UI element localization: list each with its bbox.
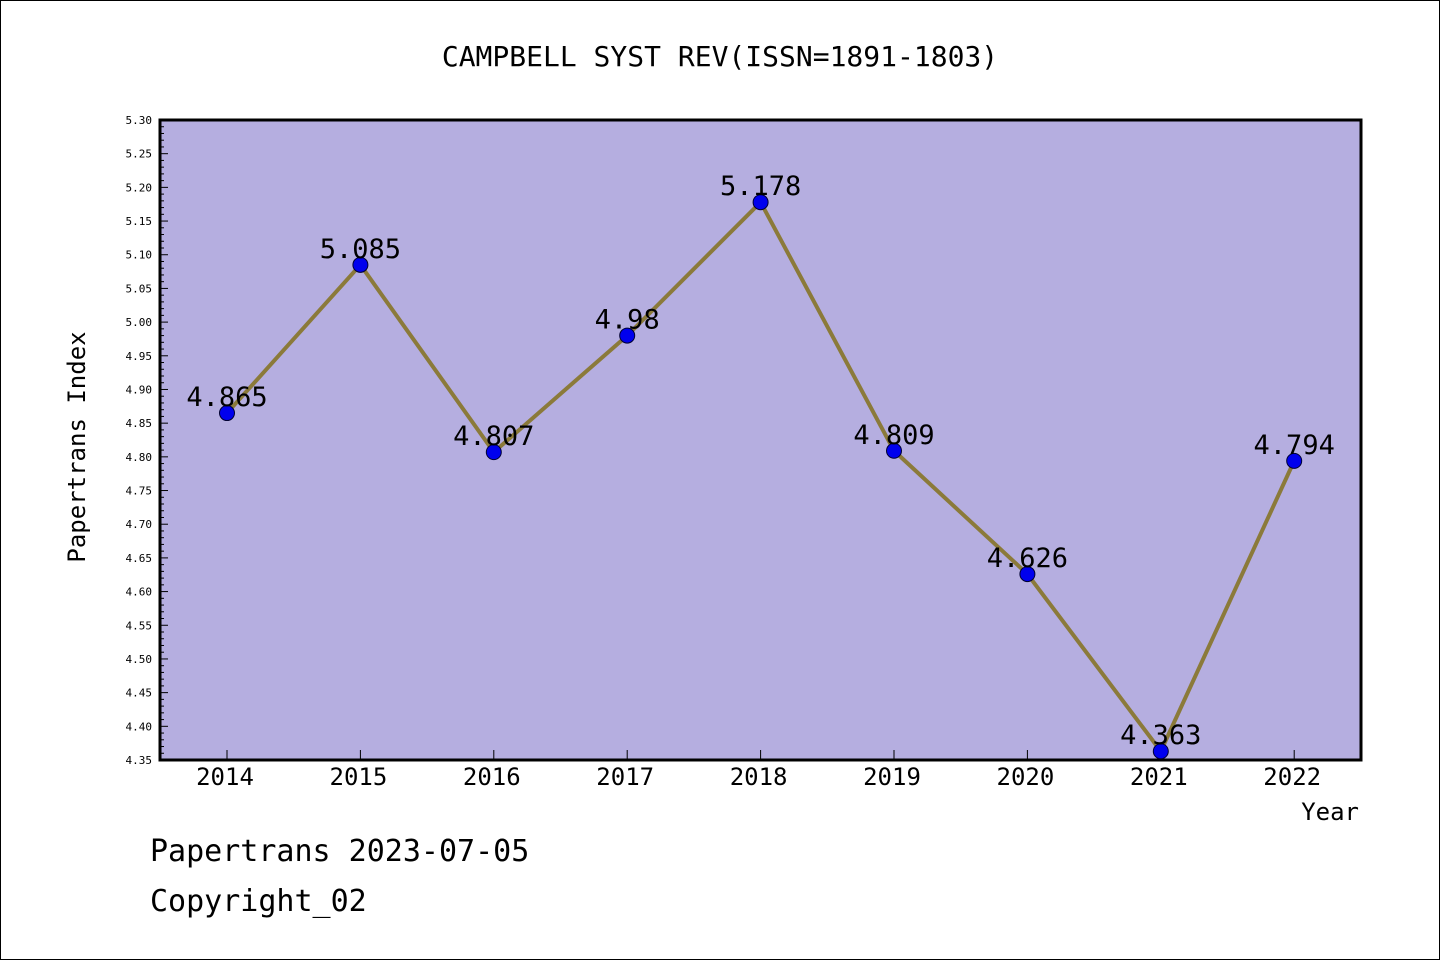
footer-date: Papertrans 2023-07-05 xyxy=(150,834,530,869)
y-tick-label: 4.50 xyxy=(126,653,153,666)
data-point xyxy=(619,327,636,344)
y-tick-label: 4.40 xyxy=(126,720,153,733)
x-tick-label: 2021 xyxy=(1130,763,1188,791)
x-tick-label: 2014 xyxy=(196,763,254,791)
plot-area xyxy=(158,118,1363,762)
data-label: 4.809 xyxy=(853,420,934,451)
x-tick-label: 2019 xyxy=(863,763,921,791)
y-tick-label: 4.60 xyxy=(126,586,153,599)
y-tick-label: 5.25 xyxy=(126,148,153,161)
data-point xyxy=(752,194,769,211)
data-label: 5.085 xyxy=(320,234,401,265)
y-tick-label: 5.10 xyxy=(126,249,153,262)
x-axis: 2014 2015 2016 2017 2018 2019 2020 2021 2022 xyxy=(196,750,1321,791)
y-tick-label: 4.75 xyxy=(126,485,153,498)
data-point xyxy=(886,442,902,459)
footer-copyright: Copyright_02 xyxy=(150,884,367,919)
data-point xyxy=(1286,452,1303,469)
x-tick-label: 2022 xyxy=(1263,763,1321,791)
data-label: 4.865 xyxy=(186,382,267,413)
y-tick-label: 4.55 xyxy=(126,619,153,632)
data-label: 4.807 xyxy=(453,421,534,452)
data-label: 5.178 xyxy=(720,171,801,202)
x-tick-label: 2018 xyxy=(730,763,788,791)
y-axis-label: Papertrans Index xyxy=(63,331,91,562)
data-points xyxy=(219,194,1303,760)
y-tick-label: 5.05 xyxy=(126,282,153,295)
y-tick-label: 4.65 xyxy=(126,552,153,565)
y-tick-label: 4.95 xyxy=(126,350,153,363)
data-point xyxy=(219,405,235,422)
data-point xyxy=(1152,743,1169,760)
x-tick-label: 2015 xyxy=(330,763,388,791)
x-tick-label: 2020 xyxy=(997,763,1055,791)
data-labels: 4.865 5.085 4.807 4.98 5.178 4.809 4.626 4.363 4… xyxy=(186,171,1334,751)
y-tick-label: 4.80 xyxy=(126,451,153,464)
x-axis-label: Year xyxy=(1301,798,1359,826)
data-label: 4.98 xyxy=(595,305,660,336)
y-tick-label: 5.30 xyxy=(126,114,153,127)
y-tick-label: 5.20 xyxy=(126,181,153,194)
y-tick-label: 4.85 xyxy=(126,417,153,430)
y-tick-label: 4.45 xyxy=(126,687,153,700)
y-tick-label: 5.00 xyxy=(126,316,153,329)
data-label: 4.363 xyxy=(1120,720,1201,751)
y-tick-label: 5.15 xyxy=(126,215,153,228)
data-label: 4.794 xyxy=(1254,430,1335,461)
x-tick-label: 2016 xyxy=(463,763,521,791)
y-axis: 4.35 4.40 4.45 4.50 4.55 4.60 4.65 4.70 4.75 4.80… xyxy=(126,114,168,767)
data-point xyxy=(1019,566,1036,583)
data-point xyxy=(485,444,502,461)
x-tick-label: 2017 xyxy=(596,763,654,791)
chart-title: CAMPBELL SYST REV(ISSN=1891-1803) xyxy=(442,40,998,73)
y-tick-label: 4.70 xyxy=(126,518,153,531)
y-tick-label: 4.35 xyxy=(126,754,153,767)
data-label: 4.626 xyxy=(987,543,1068,574)
y-tick-label: 4.90 xyxy=(126,383,153,396)
data-point xyxy=(352,256,369,273)
